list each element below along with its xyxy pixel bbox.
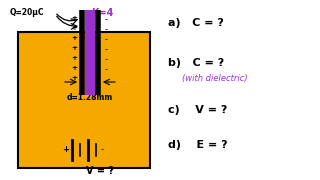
Text: -: - bbox=[105, 35, 108, 44]
Bar bbox=[18, 32, 150, 168]
Text: b)   C = ?: b) C = ? bbox=[168, 58, 224, 68]
Text: +: + bbox=[71, 25, 77, 31]
Text: +: + bbox=[71, 55, 77, 61]
Text: a)   C = ?: a) C = ? bbox=[168, 18, 224, 28]
Text: +: + bbox=[71, 75, 77, 81]
Text: V = ?: V = ? bbox=[86, 166, 114, 176]
Text: +: + bbox=[71, 65, 77, 71]
Text: +: + bbox=[62, 145, 69, 154]
Text: -: - bbox=[105, 66, 108, 75]
Bar bbox=[85, 10, 95, 95]
Text: -: - bbox=[105, 46, 108, 55]
Text: d)    E = ?: d) E = ? bbox=[168, 140, 228, 150]
Text: Q=20μC: Q=20μC bbox=[10, 8, 44, 17]
Text: c)    V = ?: c) V = ? bbox=[168, 105, 228, 115]
Text: d=1.28mm: d=1.28mm bbox=[67, 93, 113, 102]
Text: +: + bbox=[71, 15, 77, 21]
Text: K=4: K=4 bbox=[91, 8, 113, 18]
Text: -: - bbox=[100, 145, 103, 154]
Text: +: + bbox=[71, 45, 77, 51]
Text: +: + bbox=[71, 35, 77, 41]
Text: -: - bbox=[105, 55, 108, 64]
Text: (with dielectric): (with dielectric) bbox=[182, 74, 248, 83]
Text: -: - bbox=[105, 15, 108, 24]
Text: -: - bbox=[105, 26, 108, 35]
